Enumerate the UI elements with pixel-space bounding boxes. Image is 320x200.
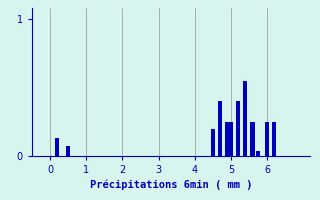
Bar xyxy=(243,81,247,156)
Bar xyxy=(211,129,215,156)
Bar xyxy=(256,151,260,156)
Bar xyxy=(250,122,255,156)
Bar xyxy=(265,122,269,156)
Bar xyxy=(225,122,229,156)
Bar xyxy=(229,122,233,156)
Bar xyxy=(236,101,240,156)
X-axis label: Précipitations 6min ( mm ): Précipitations 6min ( mm ) xyxy=(90,179,252,190)
Bar xyxy=(55,138,60,156)
Bar xyxy=(66,146,70,156)
Bar xyxy=(218,101,222,156)
Bar xyxy=(272,122,276,156)
